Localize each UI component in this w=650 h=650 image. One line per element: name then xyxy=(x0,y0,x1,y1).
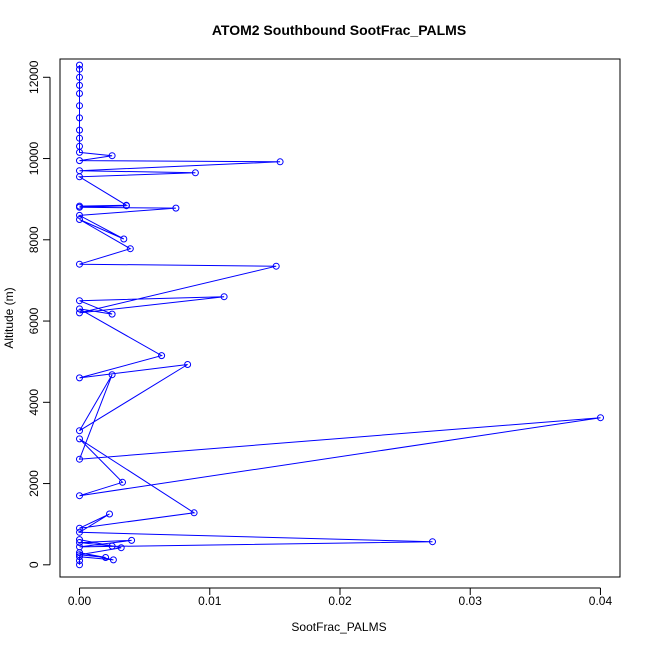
data-point xyxy=(76,61,83,69)
data-point xyxy=(76,374,83,382)
data-point xyxy=(109,556,117,564)
chart-title: ATOM2 Southbound SootFrac_PALMS xyxy=(212,22,466,38)
data-point xyxy=(76,297,83,305)
data-point xyxy=(76,260,83,268)
data-point xyxy=(108,152,116,160)
data-point xyxy=(172,204,180,212)
data-point xyxy=(76,435,83,443)
x-axis-label: SootFrac_PALMS xyxy=(291,620,386,634)
series-points xyxy=(76,61,604,569)
data-point xyxy=(597,414,604,422)
data-point xyxy=(76,173,83,181)
y-tick-label: 10000 xyxy=(27,142,41,176)
data-point xyxy=(119,478,126,486)
data-point xyxy=(76,216,83,223)
data-point xyxy=(76,81,83,89)
data-point xyxy=(158,352,166,360)
data-point xyxy=(120,235,128,243)
data-point xyxy=(76,305,83,313)
data-point xyxy=(272,262,280,270)
data-point xyxy=(76,114,83,122)
data-point xyxy=(76,427,83,435)
data-point xyxy=(122,202,130,210)
data-point xyxy=(76,492,83,500)
data-point xyxy=(76,73,83,81)
data-point xyxy=(76,102,83,110)
y-tick-label: 12000 xyxy=(27,60,41,94)
data-point xyxy=(76,557,83,565)
data-point xyxy=(76,553,83,561)
data-point xyxy=(429,538,436,546)
data-point xyxy=(76,157,83,165)
data-point xyxy=(220,293,228,301)
y-tick-label: 8000 xyxy=(27,226,41,253)
data-point xyxy=(184,361,192,368)
data-point xyxy=(106,510,113,518)
data-point xyxy=(76,536,83,544)
y-axis: 0 2000 4000 6000 8000 10000 12000 xyxy=(27,60,51,568)
plot-frame xyxy=(59,58,621,578)
data-point xyxy=(108,542,116,550)
data-point xyxy=(76,148,83,156)
data-point xyxy=(76,90,83,97)
data-point xyxy=(76,134,83,142)
data-point xyxy=(128,536,136,544)
x-tick-label: 0.01 xyxy=(198,594,222,608)
data-point xyxy=(76,126,83,134)
series-line xyxy=(77,65,601,565)
y-tick-label: 0 xyxy=(27,561,41,568)
data-point xyxy=(76,309,83,317)
data-point xyxy=(276,158,284,166)
data-point xyxy=(108,371,116,379)
data-point xyxy=(190,509,198,517)
data-point xyxy=(76,561,83,569)
data-point xyxy=(117,544,125,552)
data-point xyxy=(76,455,83,463)
data-point xyxy=(108,310,116,318)
x-tick-label: 0.02 xyxy=(328,594,352,608)
y-tick-label: 6000 xyxy=(27,307,41,334)
series-polyline xyxy=(77,65,601,565)
y-tick-label: 2000 xyxy=(27,470,41,497)
data-point xyxy=(76,539,83,546)
data-point xyxy=(76,203,83,211)
x-tick-label: 0.03 xyxy=(459,594,483,608)
y-tick-label: 4000 xyxy=(27,389,41,416)
x-axis: 0.00 0.01 0.02 0.03 0.04 xyxy=(68,587,613,608)
data-point xyxy=(76,528,83,536)
x-tick-label: 0.00 xyxy=(68,594,92,608)
data-point xyxy=(102,554,110,561)
data-point xyxy=(191,169,199,177)
data-point xyxy=(76,211,83,219)
data-point xyxy=(126,245,134,253)
data-point xyxy=(76,65,83,73)
data-point xyxy=(76,524,83,532)
data-point xyxy=(76,549,83,557)
y-axis-label: Altitude (m) xyxy=(2,287,16,348)
x-tick-label: 0.04 xyxy=(589,594,613,608)
